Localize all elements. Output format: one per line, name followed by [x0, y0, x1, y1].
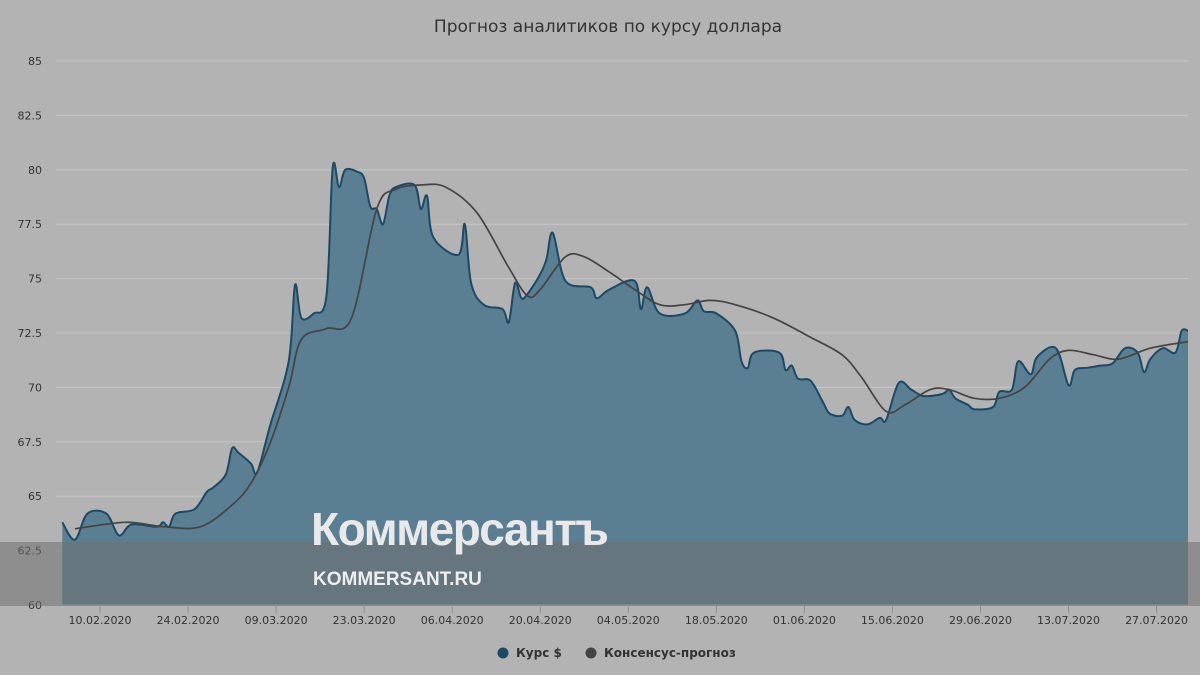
x-tick-label: 20.04.2020: [509, 614, 572, 627]
x-tick-label: 23.03.2020: [333, 614, 396, 627]
rate-series-line: [61, 161, 1189, 541]
series-layer: [61, 161, 1189, 606]
y-tick-label: 80: [28, 164, 42, 177]
watermark-logo: Коммерсантъ: [311, 503, 607, 555]
x-tick-label: 06.04.2020: [421, 614, 484, 627]
y-tick-label: 77.5: [18, 218, 43, 231]
x-tick-label: 29.06.2020: [949, 614, 1012, 627]
x-tick-label: 18.05.2020: [685, 614, 748, 627]
legend-label: Консенсус-прогноз: [604, 646, 736, 660]
x-tick-label: 15.06.2020: [861, 614, 924, 627]
y-tick-label: 82.5: [18, 109, 43, 122]
watermark-url: KOMMERSANT.RU: [313, 569, 482, 590]
rate-area-fill: [62, 162, 1188, 606]
x-axis: 10.02.2020 24.02.2020 09.03.2020 23.03.2020…: [69, 605, 1188, 627]
legend-marker: [585, 647, 597, 659]
x-tick-label: 27.07.2020: [1125, 614, 1188, 627]
x-tick-label: 01.06.2020: [773, 614, 836, 627]
y-tick-label: 85: [28, 55, 42, 68]
y-tick-label: 67.5: [18, 436, 43, 449]
legend-item-forecast[interactable]: Консенсус-прогноз: [585, 646, 736, 660]
legend-item-rate[interactable]: Курс $: [497, 646, 562, 660]
legend-marker: [497, 647, 509, 659]
chart-title: Прогноз аналитиков по курсу доллара: [434, 17, 782, 37]
forecast-series-line: [74, 183, 1189, 530]
x-tick-label: 24.02.2020: [157, 614, 220, 627]
y-tick-label: 65: [28, 490, 42, 503]
legend[interactable]: Курс $ Консенсус-прогноз: [497, 646, 736, 660]
legend-label: Курс $: [516, 646, 562, 660]
y-tick-label: 75: [28, 273, 42, 286]
x-tick-label: 13.07.2020: [1037, 614, 1100, 627]
watermark-band: [0, 542, 1200, 606]
y-tick-label: 72.5: [18, 327, 43, 340]
x-tick-label: 10.02.2020: [69, 614, 132, 627]
x-tick-label: 09.03.2020: [245, 614, 308, 627]
y-tick-label: 70: [28, 381, 42, 394]
x-tick-label: 04.05.2020: [597, 614, 660, 627]
